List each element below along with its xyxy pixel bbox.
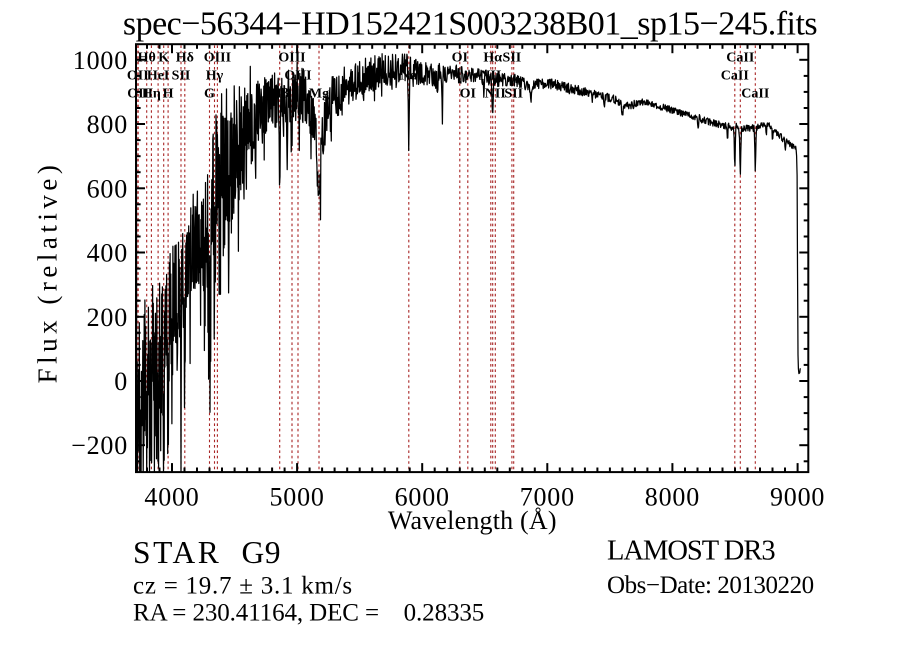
svg-text:OIII: OIII xyxy=(278,50,305,65)
svg-text:Obs−Date: 20130220: Obs−Date: 20130220 xyxy=(607,572,814,599)
svg-text:400: 400 xyxy=(87,239,128,268)
svg-text:4000: 4000 xyxy=(144,483,199,512)
svg-text:CaII: CaII xyxy=(741,87,769,102)
svg-text:G9: G9 xyxy=(242,535,282,570)
svg-text:cz = 19.7 ± 3.1 km/s: cz = 19.7 ± 3.1 km/s xyxy=(133,572,353,599)
svg-text:1000: 1000 xyxy=(73,46,128,75)
svg-text:NII: NII xyxy=(485,87,506,102)
svg-text:Hγ: Hγ xyxy=(206,69,224,84)
svg-text:Wavelength (Å): Wavelength (Å) xyxy=(388,506,557,535)
svg-text:LAMOST DR3: LAMOST DR3 xyxy=(607,536,775,567)
svg-text:−200: −200 xyxy=(71,431,128,460)
svg-text:OII: OII xyxy=(127,87,149,102)
svg-text:CaII: CaII xyxy=(721,69,749,84)
svg-text:SII: SII xyxy=(172,69,191,84)
svg-text:600: 600 xyxy=(87,174,128,203)
svg-text:RA = 230.41164, DEC = 0.283: RA = 230.41164, DEC = 0.28335 xyxy=(133,600,484,627)
svg-text:spec−56344−HD152421S003238B01_: spec−56344−HD152421S003238B01_sp15−245.f… xyxy=(123,6,817,43)
svg-text:Hθ: Hθ xyxy=(138,50,156,65)
svg-text:5000: 5000 xyxy=(269,483,324,512)
svg-text:STAR: STAR xyxy=(133,535,221,570)
svg-text:200: 200 xyxy=(87,303,128,332)
svg-text:G: G xyxy=(204,87,215,102)
svg-text:CaII: CaII xyxy=(726,50,754,65)
svg-text:H: H xyxy=(163,87,174,102)
svg-text:HeI: HeI xyxy=(147,69,170,84)
svg-text:9000: 9000 xyxy=(770,483,825,512)
svg-text:Hδ: Hδ xyxy=(176,50,194,65)
svg-text:7000: 7000 xyxy=(520,483,575,512)
svg-text:Hη: Hη xyxy=(142,87,161,102)
svg-text:8000: 8000 xyxy=(645,483,700,512)
svg-text:OI: OI xyxy=(452,50,468,65)
svg-text:SII: SII xyxy=(503,50,522,65)
svg-text:6000: 6000 xyxy=(395,483,450,512)
svg-text:Mg: Mg xyxy=(309,87,329,102)
svg-text:Flux (relative): Flux (relative) xyxy=(33,161,63,384)
svg-text:OI: OI xyxy=(460,87,476,102)
svg-text:800: 800 xyxy=(87,110,128,139)
svg-text:Hα: Hα xyxy=(483,50,502,65)
svg-text:0: 0 xyxy=(114,367,128,396)
svg-text:SII: SII xyxy=(504,87,523,102)
svg-text:OIII: OIII xyxy=(204,50,231,65)
svg-text:K: K xyxy=(158,50,169,65)
